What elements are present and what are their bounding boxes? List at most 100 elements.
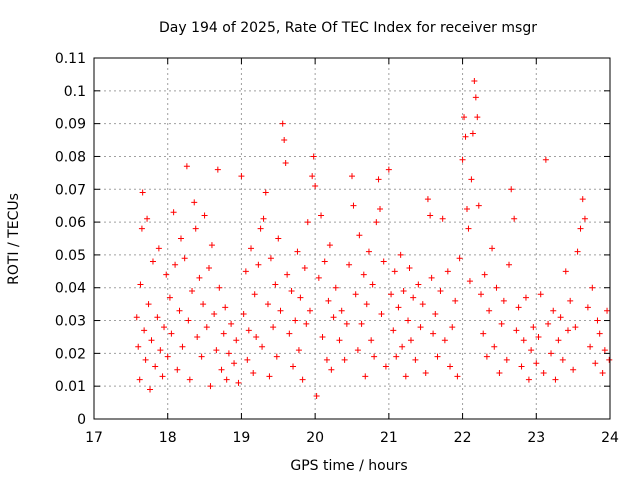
x-axis-label: GPS time / hours <box>290 458 407 474</box>
data-point <box>198 353 205 360</box>
data-point <box>138 225 145 232</box>
data-point <box>321 258 328 265</box>
data-point <box>292 317 299 324</box>
data-point <box>181 255 188 262</box>
data-point <box>592 360 599 367</box>
data-point <box>465 225 472 232</box>
data-point <box>201 212 208 219</box>
data-point <box>189 288 196 295</box>
data-point <box>144 215 151 222</box>
data-point <box>552 376 559 383</box>
data-point <box>518 363 525 370</box>
data-point <box>177 235 184 242</box>
grid-layer <box>94 58 610 419</box>
x-tick-label: 21 <box>380 430 398 446</box>
data-point <box>295 347 302 354</box>
data-point <box>211 310 218 317</box>
data-point <box>338 307 345 314</box>
y-tick-label: 0.05 <box>55 248 86 264</box>
x-tick-label: 17 <box>85 430 103 446</box>
data-point <box>223 376 230 383</box>
data-point <box>154 314 161 321</box>
data-point <box>439 215 446 222</box>
data-point <box>471 77 478 84</box>
data-point <box>559 356 566 363</box>
data-point <box>542 156 549 163</box>
data-point <box>216 284 223 291</box>
data-point <box>172 261 179 268</box>
data-point <box>587 343 594 350</box>
data-point <box>228 320 235 327</box>
data-point <box>185 317 192 324</box>
data-point <box>545 320 552 327</box>
data-point <box>535 333 542 340</box>
data-point <box>405 317 412 324</box>
data-point <box>596 330 603 337</box>
data-point <box>589 284 596 291</box>
data-point <box>149 258 156 265</box>
y-tick-label: 0.06 <box>55 215 86 231</box>
data-point <box>537 291 544 298</box>
data-point <box>486 307 493 314</box>
data-point <box>481 271 488 278</box>
data-point <box>326 242 333 249</box>
data-point <box>196 274 203 281</box>
data-point <box>463 205 470 212</box>
data-point <box>245 327 252 334</box>
data-point <box>275 235 282 242</box>
data-point <box>267 255 274 262</box>
data-point <box>141 327 148 334</box>
data-point <box>503 356 510 363</box>
data-point <box>373 219 380 226</box>
data-point <box>257 225 264 232</box>
data-point <box>183 163 190 170</box>
data-point <box>422 370 429 377</box>
data-point <box>393 353 400 360</box>
data-point <box>584 304 591 311</box>
data-point <box>323 356 330 363</box>
data-point <box>309 173 316 180</box>
data-point <box>303 320 310 327</box>
data-point <box>281 137 288 144</box>
data-point <box>164 353 171 360</box>
data-point <box>231 360 238 367</box>
y-tick-label: 0.02 <box>55 346 86 362</box>
data-point <box>478 291 484 298</box>
data-point <box>200 301 207 308</box>
data-point <box>313 393 320 400</box>
data-point <box>244 356 251 363</box>
data-point <box>564 327 571 334</box>
data-point <box>328 366 335 373</box>
data-point <box>520 337 527 344</box>
data-point <box>213 347 220 354</box>
data-point <box>139 189 146 196</box>
data-point <box>548 350 555 357</box>
data-point <box>279 120 286 127</box>
data-point <box>400 288 407 295</box>
data-point <box>506 261 513 268</box>
data-point <box>343 320 350 327</box>
data-point <box>570 366 577 373</box>
data-point <box>441 337 448 344</box>
data-point <box>186 376 193 383</box>
data-point <box>133 314 140 321</box>
data-point <box>225 350 232 357</box>
data-point <box>574 248 581 255</box>
data-point <box>483 353 490 360</box>
data-point <box>306 307 313 314</box>
data-point <box>248 245 255 252</box>
data-point <box>277 307 284 314</box>
data-point <box>430 330 437 337</box>
data-point <box>360 271 367 278</box>
data-point <box>315 274 322 281</box>
data-point <box>168 330 175 337</box>
data-point <box>599 370 606 377</box>
data-point <box>472 94 479 101</box>
data-point <box>259 343 266 350</box>
data-point <box>266 373 273 380</box>
data-point <box>579 196 586 203</box>
data-point <box>222 304 229 311</box>
data-point <box>462 133 469 140</box>
data-point <box>371 353 378 360</box>
data-point <box>377 205 384 212</box>
